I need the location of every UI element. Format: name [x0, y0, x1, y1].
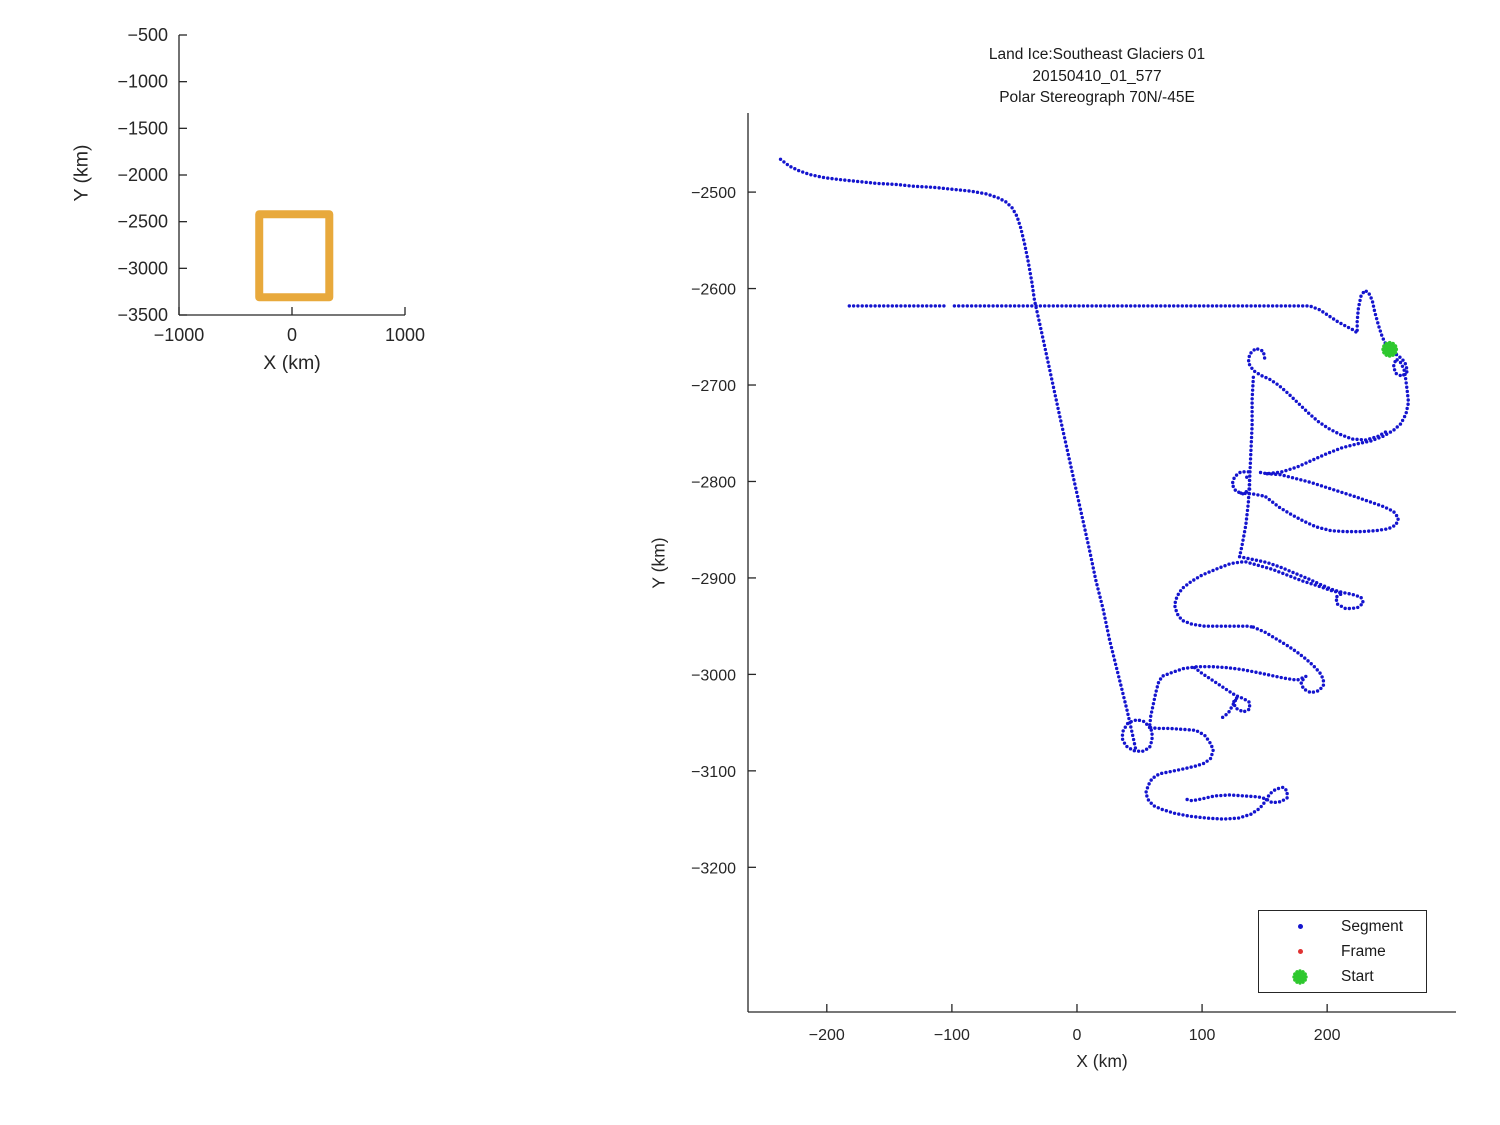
start-star-icon: [1259, 968, 1341, 986]
svg-text:−2500: −2500: [117, 212, 168, 232]
legend-label-segment: Segment: [1341, 917, 1404, 935]
legend: Segment Frame Start: [1258, 910, 1427, 993]
svg-text:−2600: −2600: [691, 282, 736, 299]
svg-text:−3500: −3500: [117, 305, 168, 325]
svg-text:−200: −200: [809, 1027, 845, 1044]
svg-text:1000: 1000: [385, 325, 425, 345]
frame-dot-icon: [1259, 949, 1341, 954]
legend-label-start: Start: [1341, 967, 1374, 985]
title-line-flight-id: 20150410_01_577: [1032, 67, 1162, 85]
legend-row-segment: Segment: [1259, 914, 1426, 939]
legend-row-start: Start: [1259, 964, 1426, 989]
svg-text:−1000: −1000: [117, 72, 168, 92]
main-x-axis-label: X (km): [1076, 1051, 1128, 1071]
inset-x-axis-label: X (km): [263, 352, 321, 374]
svg-text:−100: −100: [934, 1027, 970, 1044]
svg-text:−2000: −2000: [117, 165, 168, 185]
svg-text:−1000: −1000: [154, 325, 205, 345]
inset-y-axis-label: Y (km): [70, 144, 93, 202]
svg-text:0: 0: [1073, 1027, 1082, 1044]
legend-label-frame: Frame: [1341, 942, 1386, 960]
svg-text:−3100: −3100: [691, 764, 736, 781]
svg-text:−2700: −2700: [691, 378, 736, 395]
svg-text:−2800: −2800: [691, 474, 736, 491]
svg-text:200: 200: [1314, 1027, 1341, 1044]
svg-text:−500: −500: [127, 25, 168, 45]
svg-text:0: 0: [287, 325, 297, 345]
main-plot-title: Land Ice:Southeast Glaciers 01 20150410_…: [989, 44, 1205, 109]
segment-dot-icon: [1259, 924, 1341, 929]
legend-row-frame: Frame: [1259, 939, 1426, 964]
svg-text:100: 100: [1189, 1027, 1216, 1044]
title-line-campaign: Land Ice:Southeast Glaciers 01: [988, 46, 1206, 63]
svg-text:−3200: −3200: [691, 860, 736, 877]
svg-text:−3000: −3000: [117, 258, 168, 278]
title-line-projection: Polar Stereograph 70N/-45E: [999, 89, 1195, 106]
main-y-axis-label: Y (km): [648, 537, 669, 589]
svg-text:−2900: −2900: [691, 571, 736, 588]
svg-text:−1500: −1500: [117, 118, 168, 138]
svg-text:−2500: −2500: [691, 185, 736, 202]
svg-text:−3000: −3000: [691, 667, 736, 684]
